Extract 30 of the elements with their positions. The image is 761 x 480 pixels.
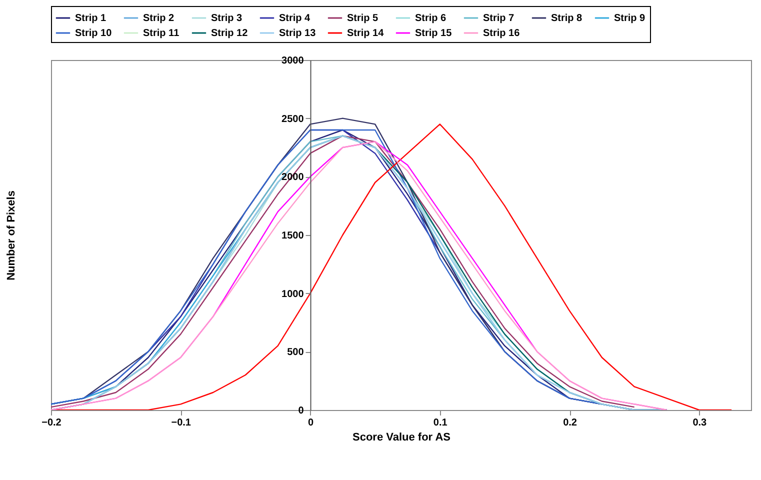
y-axis-title: Number of Pixels [6, 190, 18, 280]
legend-label: Strip 9 [614, 13, 646, 24]
x-tick-label: 0.2 [563, 418, 578, 428]
legend-label: Strip 2 [143, 13, 175, 24]
y-tick-label: 2500 [282, 114, 304, 125]
y-tick-label: 1000 [282, 288, 304, 300]
legend-label: Strip 13 [279, 28, 316, 39]
legend-label: Strip 3 [211, 13, 243, 24]
legend-label: Strip 6 [415, 13, 447, 24]
y-tick-label: 3000 [282, 56, 304, 66]
legend-label: Strip 15 [415, 28, 452, 39]
legend-label: Strip 7 [483, 13, 515, 24]
legend-label: Strip 14 [347, 28, 384, 39]
y-tick-label: 1500 [282, 230, 304, 242]
x-tick-label: −0.2 [42, 418, 62, 428]
legend-label: Strip 4 [279, 13, 311, 24]
y-tick-label: 500 [287, 347, 304, 358]
legend-label: Strip 5 [347, 13, 379, 24]
legend-label: Strip 11 [143, 28, 180, 39]
x-tick-label: −0.1 [171, 418, 192, 428]
legend-label: Strip 1 [75, 13, 107, 24]
legend-label: Strip 16 [483, 28, 520, 39]
x-axis-title: Score Value for AS [352, 432, 451, 444]
x-tick-label: 0.3 [692, 418, 708, 428]
x-tick-label: 0 [308, 418, 314, 428]
x-tick-label: 0.1 [433, 418, 448, 428]
legend-label: Strip 10 [75, 28, 112, 39]
legend-label: Strip 8 [551, 13, 583, 24]
legend-label: Strip 12 [211, 28, 248, 39]
y-tick-label: 0 [298, 406, 304, 416]
